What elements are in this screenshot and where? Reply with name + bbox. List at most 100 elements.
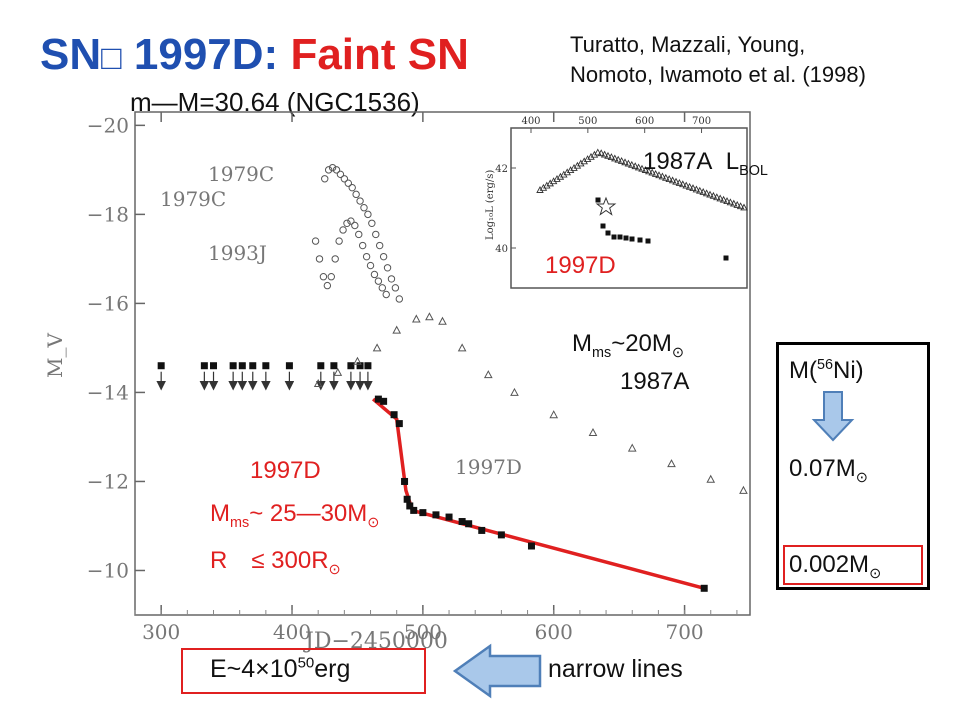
inset-point-1987a (583, 155, 592, 163)
narrow-lines-label: narrow lines (548, 655, 683, 683)
box-glyph: □ (101, 39, 122, 77)
point-1987a (411, 314, 421, 323)
inset-point-1987a (600, 150, 609, 158)
point-1979c (324, 166, 333, 174)
point-1993j (331, 255, 339, 263)
point-1979c (360, 204, 368, 212)
point-1993j (355, 230, 363, 239)
point-1997d (700, 584, 708, 592)
point-1979c (328, 163, 337, 172)
inset-point-1987a (577, 159, 585, 167)
page-title: SN□ 1997D: Faint SN (40, 30, 469, 79)
limit-point-1997d (285, 362, 293, 370)
inset-point-1987a (665, 175, 673, 183)
point-1979c (383, 264, 392, 272)
y-axis-label: M_V (43, 333, 67, 378)
inset-point-1987a (675, 178, 684, 186)
point-1993j (358, 241, 367, 250)
point-1987a (438, 316, 447, 325)
point-1993j (315, 255, 324, 263)
reference-citation: Turatto, Mazzali, Young, Nomoto, Iwamoto… (570, 32, 866, 87)
inset-point-1987a (641, 166, 650, 173)
point-1993j (374, 277, 383, 285)
point-1993j (366, 261, 375, 270)
inset-x-tick-label: 500 (578, 116, 597, 127)
inset-point-1987a (726, 198, 735, 206)
inset-point-1987a (546, 179, 554, 187)
inset-point-1987a (672, 177, 680, 185)
point-1987a (372, 343, 382, 352)
point-1987a (392, 325, 402, 334)
label-mass-1987a: Mms~20M⊙ (572, 330, 684, 361)
point-1997d (497, 531, 505, 539)
point-1979c (375, 241, 384, 250)
inset-point-1987a (696, 186, 704, 194)
limit-point-1997d (347, 362, 355, 370)
inset-point-1987a (607, 153, 616, 161)
point-1993j (382, 290, 390, 299)
point-1997d (380, 397, 388, 405)
y-tick-label: −20 (87, 113, 129, 137)
point-1997d (395, 420, 403, 428)
inset-point-1987a (682, 181, 690, 189)
label-radius-1997d: R ≤ 300R⊙ (210, 547, 341, 578)
y-tick-label: −16 (87, 291, 129, 315)
point-1997d (390, 411, 398, 419)
inset-point-1987a (543, 181, 551, 189)
point-1993j (311, 237, 320, 245)
ni-highlight (783, 545, 923, 585)
point-1987a (353, 356, 362, 365)
y-tick-label: −12 (87, 469, 129, 493)
point-1987a (667, 459, 676, 468)
point-1987a (333, 367, 343, 376)
inset-point-1987a (723, 197, 731, 204)
inset-point-1997d (605, 230, 611, 236)
point-1993j (327, 272, 335, 281)
arrow-left-icon (452, 643, 542, 699)
x-tick-label: 500 (404, 620, 442, 644)
label-1979c: 1979C (160, 187, 226, 211)
point-1993j (319, 272, 328, 281)
point-1997d (374, 395, 382, 403)
label-1987a: 1987A (620, 368, 690, 395)
limit-point-1997d (157, 362, 165, 370)
inset-point-1987a (594, 148, 602, 156)
ni-title: M(56Ni) (789, 357, 864, 384)
point-1997d (445, 513, 453, 521)
point-1997d (401, 477, 409, 485)
inset-point-1987a (713, 193, 721, 201)
inset-x-tick-label: 700 (692, 116, 711, 127)
inset-point-1997d (637, 237, 643, 243)
inset-point-1987a (587, 152, 595, 160)
point-1987a (313, 378, 323, 388)
point-1993j (339, 226, 347, 234)
limit-point-1997d (229, 362, 237, 370)
inset-point-1987a (634, 163, 643, 171)
inset-point-1987a (709, 191, 718, 199)
point-1979c (391, 284, 400, 292)
inset-point-1987a (645, 167, 653, 175)
inset-point-1987a (736, 202, 745, 210)
limit-point-1997d (200, 362, 208, 370)
inset-y-tick-label: 42 (495, 164, 508, 175)
point-1987a (510, 387, 519, 396)
point-1979c (368, 219, 376, 227)
nickel-mass-box: M(56Ni) 0.07M⊙ 0.002M⊙ (776, 342, 930, 590)
inset-point-1987a (699, 188, 707, 195)
inset-label-1997d: 1997D (545, 252, 616, 279)
point-1997d (432, 511, 440, 519)
y-tick-label: −18 (87, 202, 129, 226)
inset-label-1987a: 1987A LBOL (643, 148, 768, 179)
limit-point-1997d (210, 362, 218, 370)
label-1979c-plot: 1979C (208, 162, 274, 186)
inset-point-1987a (590, 150, 599, 158)
inset-star-icon (595, 196, 617, 216)
inset-point-1987a (611, 154, 619, 162)
limit-point-1997d (330, 362, 338, 370)
point-1997d (419, 509, 427, 517)
plot-frame (134, 111, 751, 616)
inset-y-tick-label: 40 (495, 244, 508, 255)
inset-point-1987a (733, 200, 741, 208)
inset-point-1987a (648, 168, 656, 176)
inset-point-1987a (740, 203, 748, 211)
